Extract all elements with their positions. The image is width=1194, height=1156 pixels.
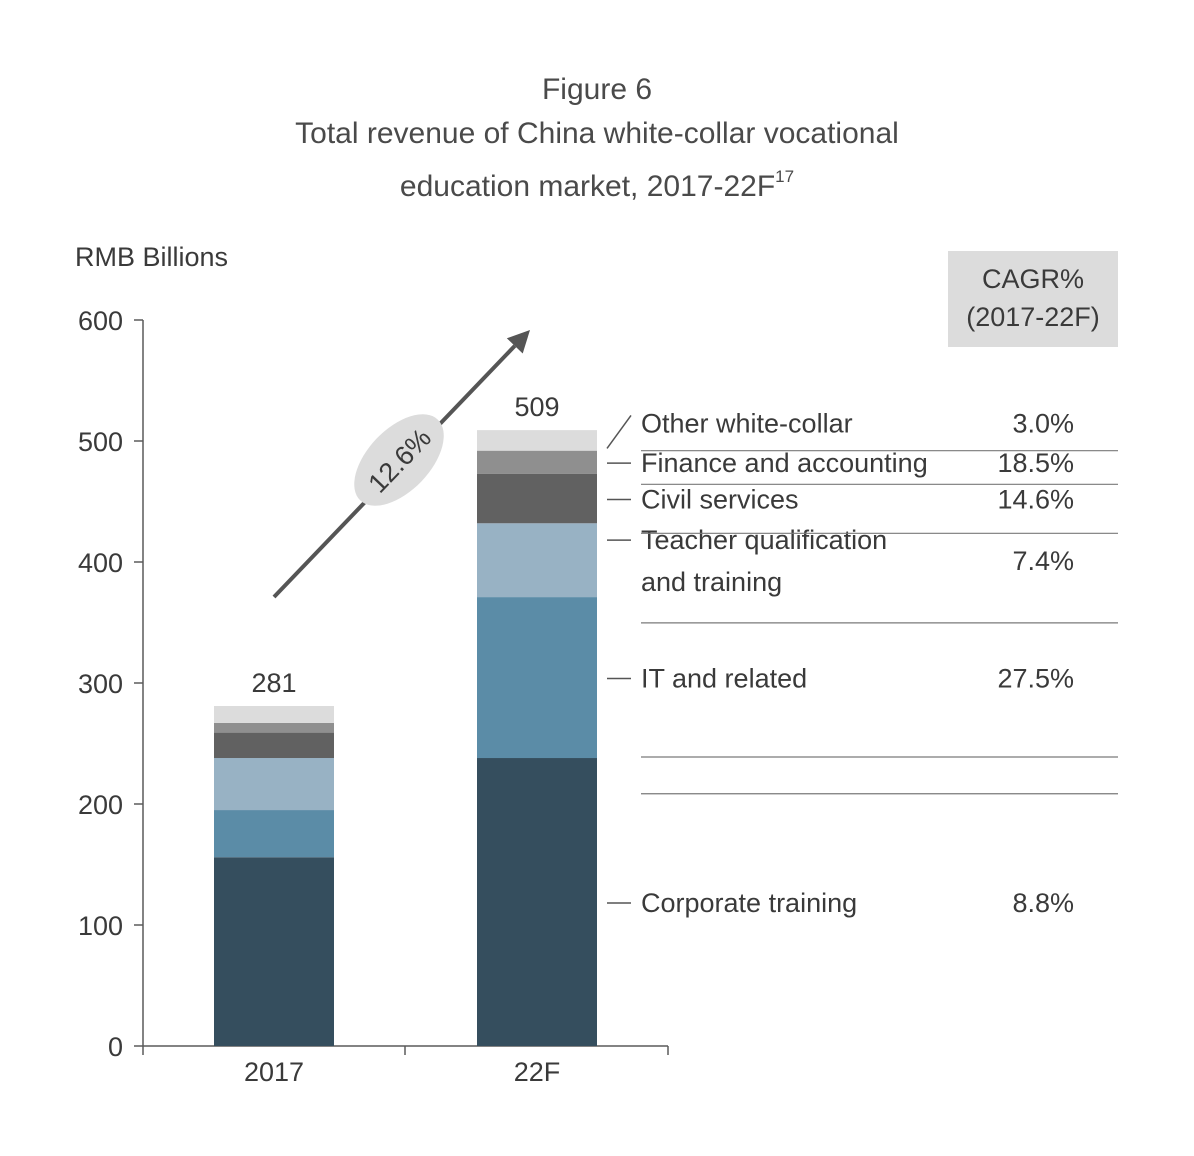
- figure-title-line1: Total revenue of China white-collar voca…: [295, 117, 899, 150]
- legend-label: Corporate training: [641, 888, 857, 918]
- figure-title-line2: education market, 2017-22F: [399, 170, 776, 203]
- bar-segment: [477, 523, 597, 598]
- y-tick-label: 200: [78, 790, 123, 820]
- bar-totals: 281 509: [251, 392, 559, 698]
- bar-total-label: 509: [514, 392, 559, 422]
- series-legend: Other white-collar 3.0% Finance and accoun…: [606, 408, 1118, 918]
- bar-segment: [214, 705, 334, 723]
- y-tick-label: 300: [78, 669, 123, 699]
- bar-segment: [477, 758, 597, 1046]
- cagr-header-box: CAGR% (2017-22F): [948, 251, 1118, 347]
- cagr-header-line1: CAGR%: [981, 264, 1084, 294]
- chart-bars: [214, 430, 597, 1046]
- cagr-value: 7.4%: [1012, 546, 1074, 576]
- cagr-header-line2: (2017-22F): [966, 302, 1100, 332]
- figure-header: Figure 6 Total revenue of China white-co…: [0, 68, 1194, 208]
- legend-label: Finance and accounting: [641, 448, 928, 478]
- bar-segment: [214, 732, 334, 759]
- bar-segment: [477, 450, 597, 474]
- bar-segment: [477, 473, 597, 524]
- bar-segment: [214, 758, 334, 811]
- y-tick-label: 100: [78, 911, 123, 941]
- cagr-value: 18.5%: [997, 448, 1074, 478]
- bar-segment: [477, 597, 597, 759]
- cagr-value: 27.5%: [997, 664, 1074, 694]
- legend-label: Teacher qualification: [641, 525, 887, 555]
- y-axis-unit-label: RMB Billions: [75, 242, 229, 272]
- chart-axes: 0 100 200 300 400 500 600 2017 22F: [78, 306, 669, 1087]
- title-footnote: 17: [775, 167, 795, 186]
- figure-label: Figure 6: [541, 73, 653, 106]
- bar-segment: [214, 722, 334, 733]
- bar-total-label: 281: [251, 668, 296, 698]
- legend-label: Other white-collar: [641, 408, 853, 438]
- bar-segment: [214, 857, 334, 1046]
- cagr-value: 8.8%: [1012, 888, 1074, 918]
- legend-label: Civil services: [641, 484, 799, 514]
- cagr-value: 14.6%: [997, 484, 1074, 514]
- x-tick-label: 2017: [244, 1057, 304, 1087]
- y-tick-label: 600: [78, 306, 123, 336]
- growth-arrow-group: 12.6%: [272, 330, 530, 599]
- legend-connector: [606, 414, 632, 449]
- y-tick-label: 500: [78, 427, 123, 457]
- x-tick-label: 22F: [514, 1057, 561, 1087]
- legend-label: IT and related: [641, 664, 807, 694]
- growth-arrow-head: [506, 330, 530, 354]
- y-tick-label: 0: [108, 1032, 123, 1062]
- growth-badge: [354, 414, 444, 506]
- bar-segment: [477, 430, 597, 451]
- y-tick-label: 400: [78, 548, 123, 578]
- figure-title: Total revenue of China white-collar voca…: [0, 112, 1194, 208]
- legend-label: and training: [641, 567, 782, 597]
- cagr-value: 3.0%: [1012, 408, 1074, 438]
- bar-segment: [214, 810, 334, 858]
